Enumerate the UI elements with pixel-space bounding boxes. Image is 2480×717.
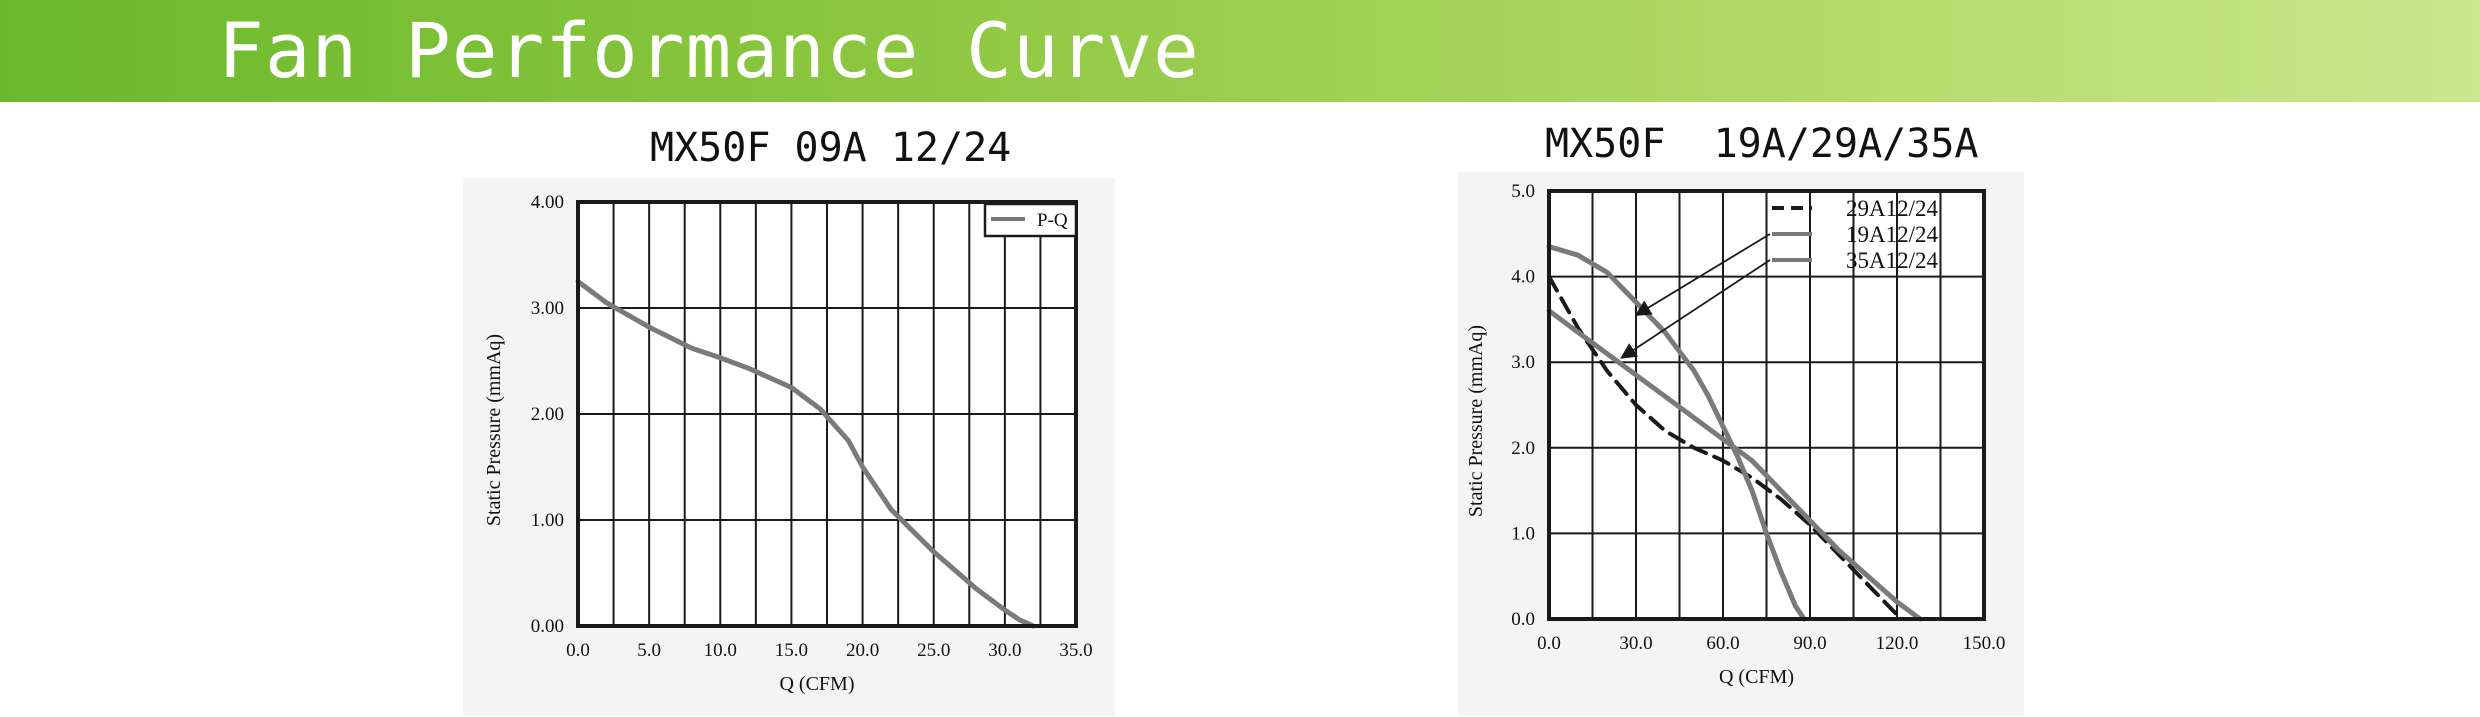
chart-2-x-axis-label: Q (CFM)	[1719, 666, 1794, 688]
chart-2-y-tick-label: 2.0	[1511, 438, 1535, 459]
chart-1-series-line-p-q	[575, 279, 1036, 629]
chart-2-y-tick-label: 4.0	[1511, 267, 1535, 288]
chart-1: 0.0 5.0 10.0 15.0 20.0 25.0 30.0 35.0 0.00 1.00 2.…	[483, 192, 1093, 695]
chart-2-legend-label: 19A12/24	[1846, 222, 1939, 247]
chart-1-y-tick-label: 2.00	[531, 404, 564, 425]
chart-2-y-tick-label: 5.0	[1511, 181, 1535, 202]
chart-2-y-tick-label: 3.0	[1511, 352, 1535, 373]
chart-1-x-axis-label: Q (CFM)	[779, 673, 854, 695]
chart-1-y-tick-label: 4.00	[531, 192, 564, 213]
chart-2-series-line-29a12-24	[1547, 274, 1899, 617]
chart-1-x-tick-label: 15.0	[775, 640, 808, 661]
chart-2-series-line-19a12-24	[1546, 244, 1807, 622]
chart-1-legend-label: P-Q	[1037, 210, 1068, 231]
chart-2-legend-label: 29A12/24	[1846, 196, 1939, 221]
chart-2-y-tick-label: 0.0	[1511, 609, 1535, 630]
chart-2: 0.0 30.0 60.0 90.0 120.0 150.0 0.0 1.0 2.0 3.0 4.0…	[1465, 181, 2005, 688]
chart-2-x-tick-label: 0.0	[1537, 633, 1561, 654]
page-title: Fan Performance Curve	[218, 6, 1200, 95]
chart-2-x-tick-label: 90.0	[1793, 633, 1826, 654]
chart-1-x-tick-label: 30.0	[988, 640, 1021, 661]
chart-2-x-tick-label: 30.0	[1619, 633, 1652, 654]
chart-1-x-tick-label: 25.0	[917, 640, 950, 661]
chart-2-plot-border	[1547, 189, 1986, 621]
chart-2-x-tick-label: 150.0	[1963, 633, 2006, 654]
chart-2-pointer-19a	[1634, 233, 1771, 316]
chart-1-x-tick-label: 35.0	[1059, 640, 1092, 661]
chart-1-x-tick-label: 20.0	[846, 640, 879, 661]
chart-1-x-tick-label: 10.0	[704, 640, 737, 661]
chart-1-plot-border	[576, 200, 1078, 628]
chart-1-x-tick-label: 5.0	[637, 640, 661, 661]
chart-2-series-line-35a12-24	[1546, 308, 1923, 622]
chart-1-y-axis-label: Static Pressure (mmAq)	[483, 334, 505, 526]
chart-1-y-tick-label: 3.00	[531, 298, 564, 319]
chart-2-legend-label: 35A12/24	[1846, 248, 1939, 273]
chart-2-x-tick-label: 60.0	[1706, 633, 1739, 654]
chart-2-y-tick-label: 1.0	[1511, 523, 1535, 544]
chart-1-y-tick-label: 0.00	[531, 616, 564, 637]
chart-1-title: MX50F 09A 12/24	[650, 125, 1012, 171]
chart-2-pointer-35a	[1620, 259, 1771, 359]
chart-1-x-tick-label: 0.0	[566, 640, 590, 661]
chart-1-y-tick-label: 1.00	[531, 510, 564, 531]
title-banner: Fan Performance Curve	[0, 0, 2480, 102]
chart-2-y-axis-label: Static Pressure (mmAq)	[1465, 325, 1487, 517]
chart-2-title: MX50F 19A/29A/35A	[1545, 121, 1979, 167]
chart-2-x-tick-label: 120.0	[1876, 633, 1919, 654]
